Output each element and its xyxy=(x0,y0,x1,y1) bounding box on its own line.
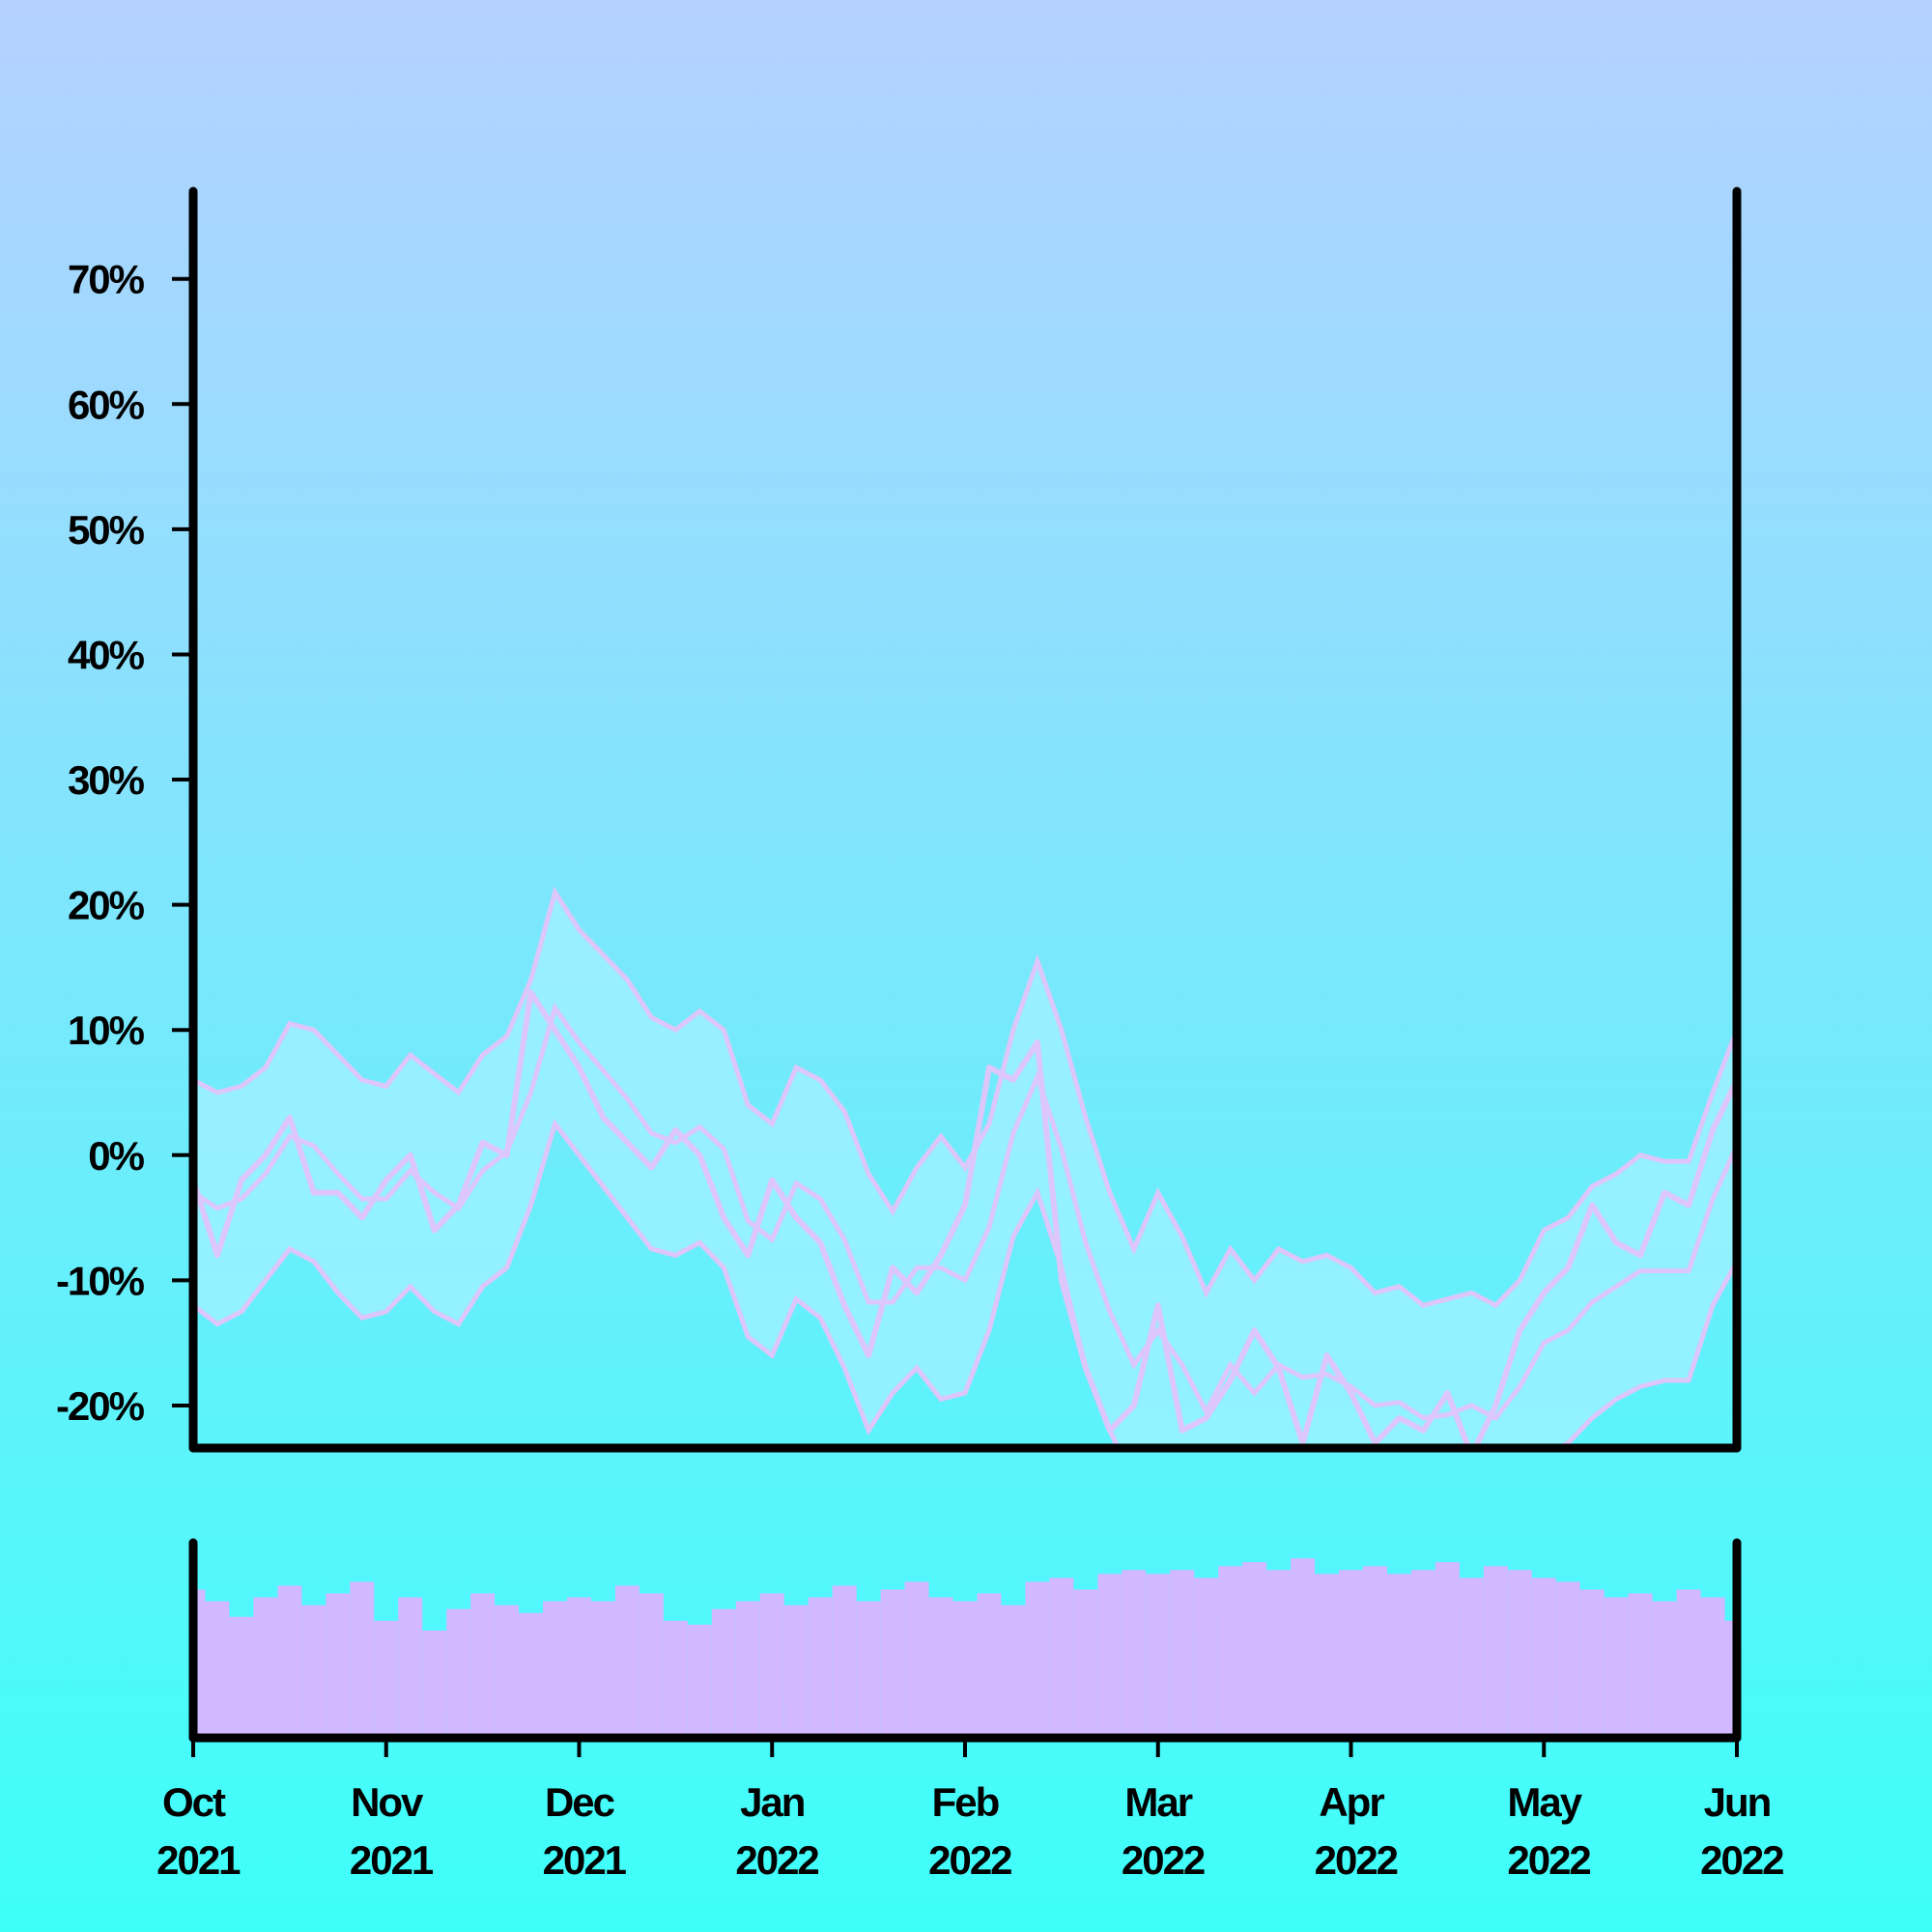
volume-bar xyxy=(1315,1574,1340,1738)
volume-bar xyxy=(1604,1597,1629,1738)
volume-bar xyxy=(1483,1566,1508,1738)
volume-bar xyxy=(1507,1570,1532,1738)
x-tick-label: Jan 2022 xyxy=(726,1779,819,1883)
y-tick-label: -20% xyxy=(56,1383,145,1429)
volume-bar xyxy=(759,1593,784,1738)
x-tick-label: Mar 2022 xyxy=(1112,1779,1205,1883)
volume-bar xyxy=(639,1593,664,1738)
volume-bar xyxy=(374,1620,399,1738)
volume-bar xyxy=(1676,1589,1701,1738)
volume-bar xyxy=(1097,1574,1122,1738)
volume-bar xyxy=(1628,1593,1653,1738)
volume-bar xyxy=(1291,1558,1316,1738)
volume-bar xyxy=(1555,1581,1580,1738)
volume-bar xyxy=(1339,1570,1363,1738)
volume-bar xyxy=(614,1585,639,1738)
volume-bar xyxy=(735,1601,760,1738)
volume-bar xyxy=(277,1585,302,1738)
volume-bar xyxy=(1025,1581,1050,1738)
volume-bar xyxy=(1435,1562,1460,1738)
y-tick-label: 70% xyxy=(68,257,145,302)
band-lower xyxy=(193,1118,1737,1448)
volume-bar xyxy=(350,1581,375,1738)
y-tick-label: 0% xyxy=(88,1133,144,1179)
x-tick-label: May 2022 xyxy=(1498,1779,1591,1883)
volume-bar xyxy=(1049,1577,1074,1738)
volume-bar xyxy=(1194,1577,1219,1738)
volume-bar xyxy=(470,1593,496,1738)
volume-bar xyxy=(711,1608,736,1738)
x-tick-label: Feb 2022 xyxy=(919,1779,1011,1883)
x-tick-label: Jun 2022 xyxy=(1690,1779,1783,1883)
plot-area xyxy=(193,886,1737,1448)
volume-bar xyxy=(1146,1574,1171,1738)
volume-bar xyxy=(904,1581,929,1738)
x-tick-label: Nov 2021 xyxy=(340,1779,434,1883)
volume-bar xyxy=(1652,1601,1677,1738)
volume-bar xyxy=(832,1585,857,1738)
volume-bar xyxy=(1386,1574,1411,1738)
volume-bar xyxy=(1531,1577,1556,1738)
volume-bar xyxy=(543,1601,568,1738)
volume-bar xyxy=(1700,1597,1725,1738)
volume-bar xyxy=(1170,1570,1195,1738)
axes: -20% -10% 0% 10% 20% 30% 40% 50% 60% 70% Oct 2021 N… xyxy=(56,186,1785,1883)
volume-bar xyxy=(422,1630,447,1738)
volume-bar xyxy=(928,1597,953,1738)
x-tick-label: Oct 2021 xyxy=(147,1779,241,1883)
volume-bar xyxy=(1579,1589,1605,1738)
volume-bar xyxy=(519,1612,544,1738)
volume-bar xyxy=(880,1589,905,1738)
volume-bar xyxy=(253,1597,278,1738)
volume-bar xyxy=(205,1601,230,1738)
volume-bar xyxy=(1218,1566,1243,1738)
y-tick-label: 50% xyxy=(68,507,145,553)
band-upper xyxy=(193,886,1737,1309)
volume-bar xyxy=(1410,1570,1435,1738)
volume-bar xyxy=(1122,1570,1147,1738)
volume-bar xyxy=(495,1605,520,1738)
volume-bar xyxy=(301,1605,327,1738)
volume-bar xyxy=(1459,1577,1484,1738)
volume-bar xyxy=(977,1593,1002,1738)
volume-bar xyxy=(808,1597,833,1738)
y-tick-label: 20% xyxy=(68,883,145,928)
volume-bar xyxy=(856,1601,881,1738)
volume-bar xyxy=(663,1620,688,1738)
volume-bar xyxy=(398,1597,423,1738)
volume-bar xyxy=(326,1593,351,1738)
x-tick-label: Dec 2021 xyxy=(533,1779,627,1883)
volume-bar xyxy=(446,1608,471,1738)
volume-bar xyxy=(1266,1570,1292,1738)
volume-bar xyxy=(590,1601,615,1738)
volume-bar xyxy=(229,1616,254,1738)
volume-bar xyxy=(1073,1589,1098,1738)
price-line xyxy=(193,989,1737,1448)
band-middle xyxy=(193,1002,1737,1422)
x-tick-label: Apr 2022 xyxy=(1305,1779,1398,1883)
y-tick-label: 40% xyxy=(68,632,145,677)
y-tick-label: 60% xyxy=(68,382,145,427)
volume-bar xyxy=(687,1624,712,1738)
volume-bar xyxy=(952,1601,978,1738)
y-tick-label: 10% xyxy=(68,1008,145,1053)
y-tick-label: -10% xyxy=(56,1258,145,1303)
volume-bar xyxy=(1001,1605,1026,1738)
volume-bar xyxy=(567,1597,591,1738)
volume-bar xyxy=(1362,1566,1387,1738)
volume-bar xyxy=(783,1605,809,1738)
y-tick-label: 30% xyxy=(68,757,145,803)
volume-panel xyxy=(193,1558,1737,1738)
volume-bar xyxy=(1242,1562,1267,1738)
